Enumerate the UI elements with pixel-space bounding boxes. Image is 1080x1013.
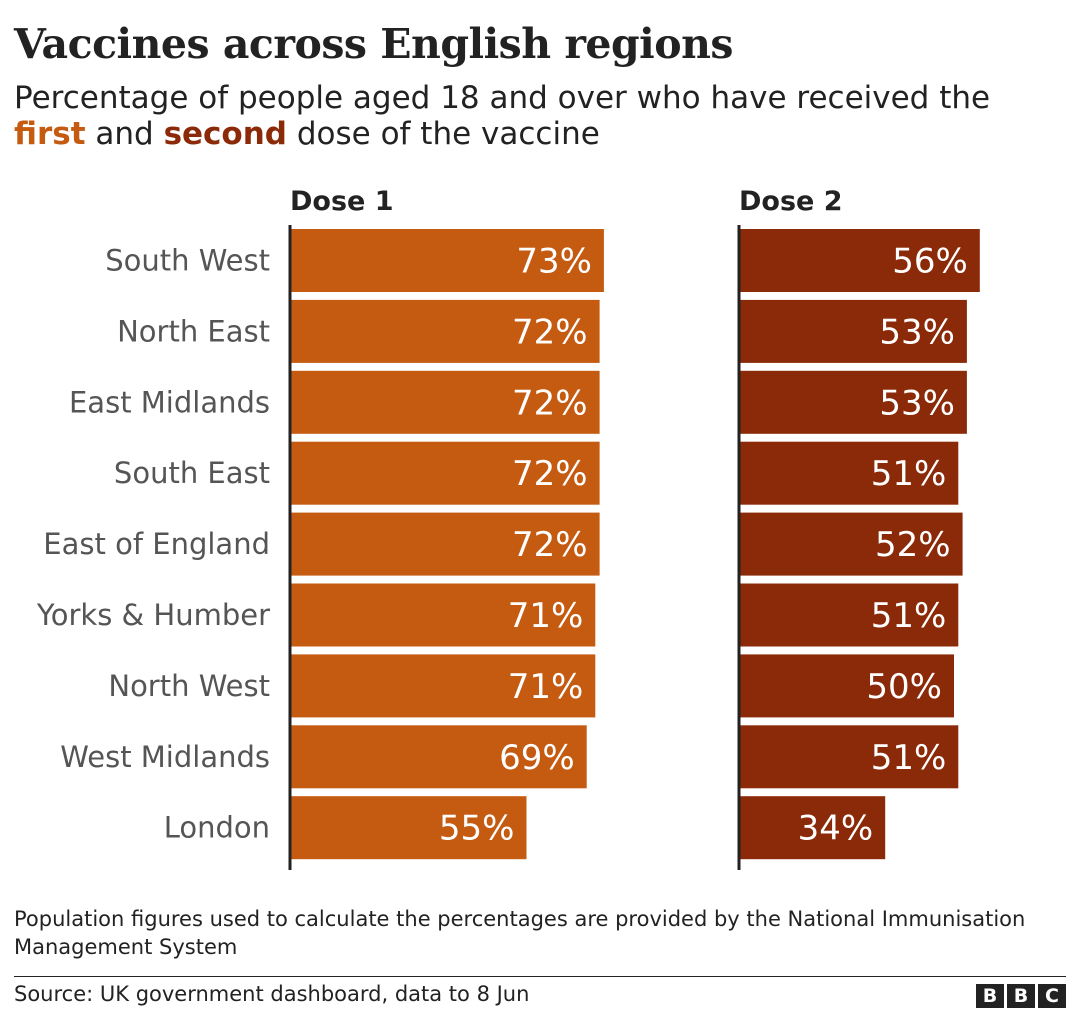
chart-title: Vaccines across English regions [14, 20, 734, 68]
bar-dose-1 [290, 512, 600, 576]
bbc-logo: B B C [976, 984, 1066, 1008]
bbc-logo-letter-2: B [1007, 984, 1035, 1008]
bar-dose-2 [739, 796, 886, 860]
bbc-logo-letter-3: C [1038, 984, 1066, 1008]
bar-dose-1 [290, 299, 600, 363]
category-label: East of England [43, 527, 270, 561]
bar-dose-2 [739, 583, 959, 647]
value-label: 52% [875, 525, 951, 565]
bar-dose-1 [290, 796, 527, 860]
footer-divider [14, 976, 1066, 977]
bar-dose-2 [739, 512, 963, 576]
chart-subtitle: Percentage of people aged 18 and over wh… [14, 80, 1064, 152]
bar-dose-1 [290, 725, 587, 789]
bbc-logo-letter-1: B [976, 984, 1004, 1008]
source-text: Source: UK government dashboard, data to… [14, 982, 530, 1006]
bar-dose-2 [739, 299, 967, 363]
category-label: South East [114, 456, 270, 490]
bar-dose-2 [739, 229, 980, 292]
bar-dose-1 [290, 654, 596, 718]
panel-title-dose-1: Dose 1 [290, 186, 394, 217]
value-label: 71% [508, 596, 584, 636]
value-label: 53% [879, 312, 955, 352]
bar-dose-1 [290, 441, 600, 505]
population-note: Population figures used to calculate the… [14, 907, 1026, 959]
value-label: 56% [892, 242, 968, 282]
subtitle-text-end: dose of the vaccine [287, 116, 600, 152]
bar-dose-2 [739, 654, 954, 718]
value-label: 73% [516, 242, 592, 282]
value-label: 53% [879, 383, 955, 423]
value-label: 72% [512, 525, 588, 565]
value-label: 51% [871, 738, 947, 778]
value-label: 72% [512, 312, 588, 352]
bar-dose-1 [290, 370, 600, 434]
value-label: 71% [508, 667, 584, 707]
bar-dose-2 [739, 441, 959, 505]
value-label: 72% [512, 383, 588, 423]
value-label: 51% [871, 454, 947, 494]
category-label: North West [108, 669, 270, 703]
category-label: Yorks & Humber [36, 598, 270, 632]
subtitle-text-middle: and [85, 116, 164, 152]
bar-dose-2 [739, 725, 959, 789]
value-label: 55% [439, 809, 515, 849]
category-label: West Midlands [60, 740, 270, 774]
category-label: South West [105, 244, 270, 278]
bar-chart: South West North East East Midlands South E… [36, 186, 980, 870]
bar-dose-2 [739, 370, 967, 434]
value-label: 69% [499, 738, 575, 778]
bar-dose-1 [290, 229, 604, 292]
subtitle-second-highlight: second [163, 116, 287, 152]
value-label: 50% [866, 667, 942, 707]
value-label: 51% [871, 596, 947, 636]
bar-dose-1 [290, 583, 596, 647]
category-label: North East [117, 314, 270, 348]
value-label: 72% [512, 454, 588, 494]
panel-title-dose-2: Dose 2 [739, 186, 843, 217]
value-label: 34% [798, 809, 874, 849]
category-label: East Midlands [69, 385, 270, 419]
category-label: London [164, 811, 270, 845]
subtitle-text-start: Percentage of people aged 18 and over wh… [14, 80, 991, 116]
subtitle-first-highlight: first [14, 116, 86, 152]
